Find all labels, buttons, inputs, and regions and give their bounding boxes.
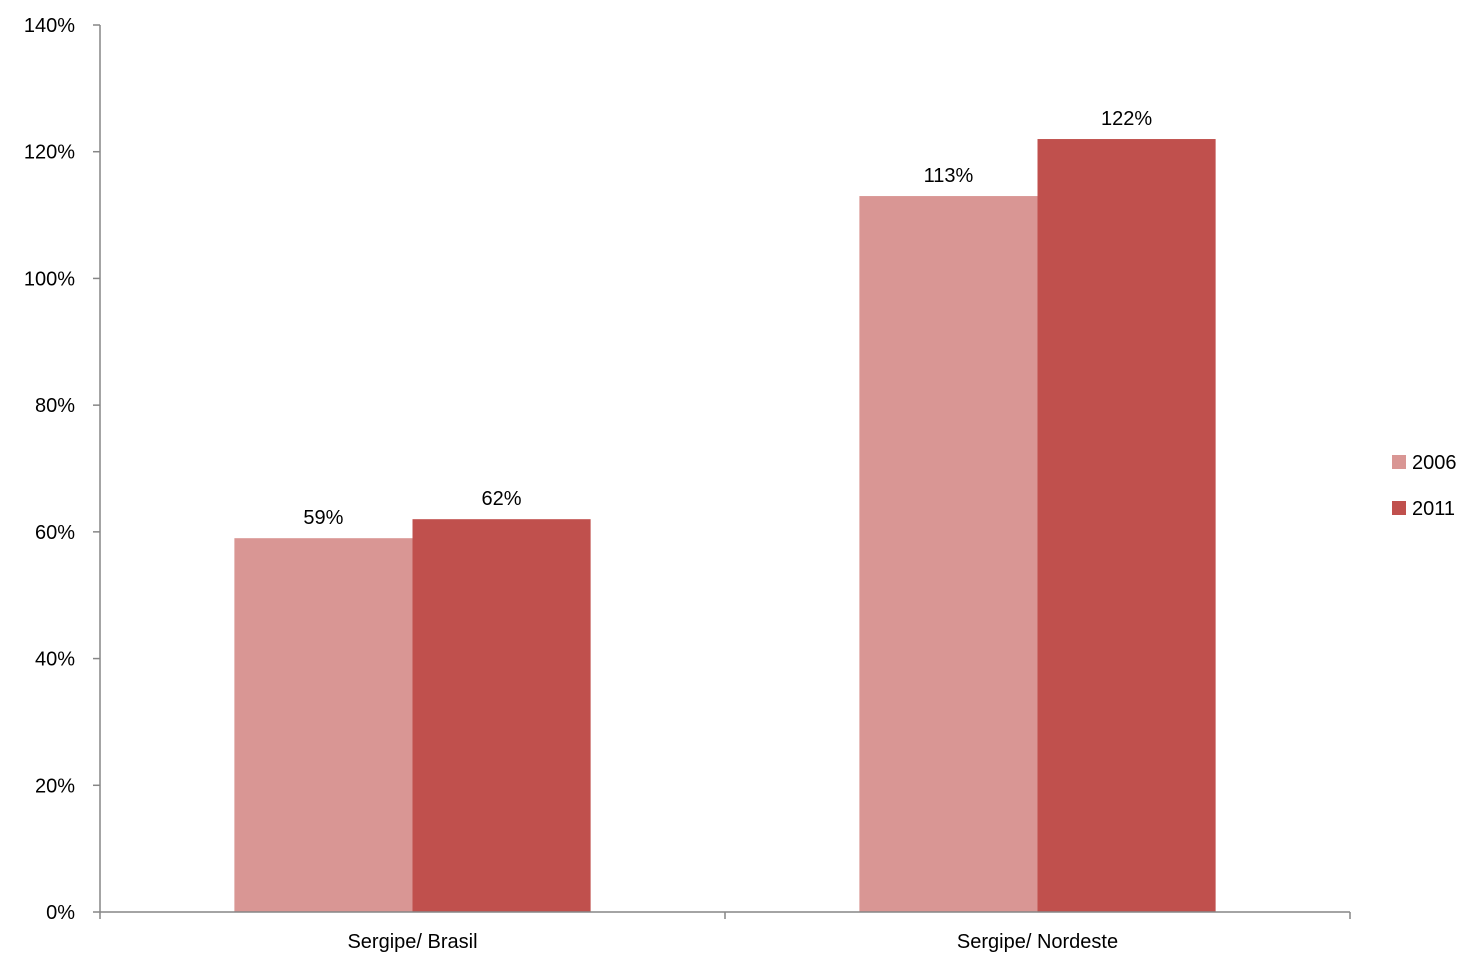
y-tick-label: 120% <box>24 142 75 164</box>
x-tick-label: Sergipe/ Brasil <box>347 931 477 953</box>
y-tick-label: 140% <box>24 15 75 37</box>
y-tick-label: 0% <box>46 902 75 924</box>
bar-2011-0 <box>412 519 591 912</box>
y-tick-label: 60% <box>35 522 75 544</box>
y-tick-label: 80% <box>35 395 75 417</box>
legend-label: 2006 <box>1412 452 1457 474</box>
y-tick-label: 40% <box>35 649 75 671</box>
x-axis-ticks: Sergipe/ Brasil Sergipe/ Nordeste <box>99 912 1351 953</box>
y-tick-label: 100% <box>24 268 75 290</box>
bar-2006-0 <box>234 538 413 912</box>
bar-2011-1 <box>1037 139 1216 913</box>
bar-marks <box>234 139 1216 913</box>
data-labels: 59% 62% 113% 122% <box>303 108 1152 529</box>
legend: 2006 2011 <box>1392 452 1457 520</box>
y-tick-label: 20% <box>35 775 75 797</box>
data-label: 113% <box>924 165 974 187</box>
data-label: 59% <box>303 507 343 529</box>
data-label: 62% <box>482 488 522 510</box>
legend-swatch <box>1392 501 1406 515</box>
y-axis-ticks: 0% 20% 40% 60% 80% 100% 120% 140% <box>24 15 100 924</box>
bar-2006-1 <box>859 196 1038 913</box>
legend-label: 2011 <box>1412 498 1455 520</box>
legend-swatch <box>1392 455 1406 469</box>
data-label: 122% <box>1101 108 1152 130</box>
x-tick-label: Sergipe/ Nordeste <box>957 931 1118 953</box>
